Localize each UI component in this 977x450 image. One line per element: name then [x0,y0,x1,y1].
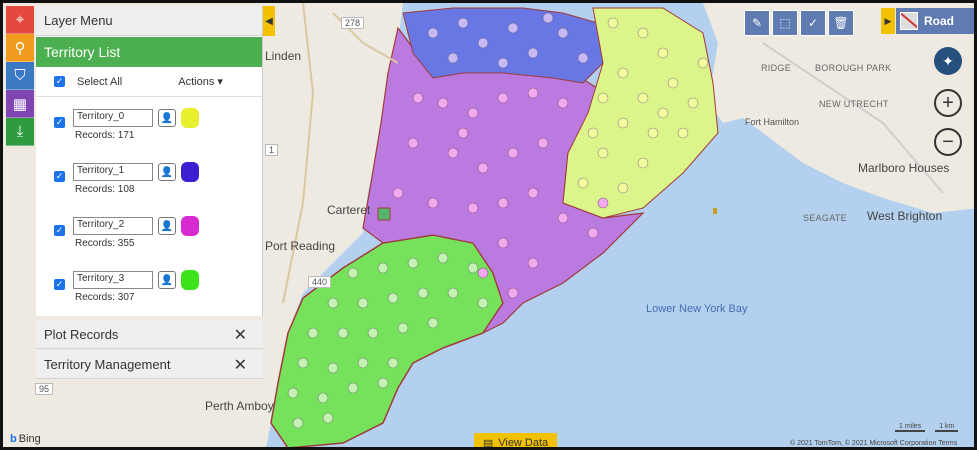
layers-icon[interactable]: ▦ [6,90,34,118]
caret-down-icon: ▾ [217,76,223,88]
map-label-new-utrecht: NEW UTRECHT [819,99,889,109]
pins-territory-1 [427,12,589,69]
map-label-port-reading: Port Reading [265,239,336,253]
draw-territory-icon[interactable]: ✎ [744,10,770,36]
plot-records-section[interactable]: Plot Records ✕ [36,320,263,349]
territory-name-input[interactable]: Territory_3 [73,271,153,289]
bing-icon: b [10,433,17,445]
territory-list-title: Territory List [44,44,121,60]
map-label-carteret: Carteret [327,203,371,217]
territory-list: ✓ Territory_0 Records: 171 👤 ✓ Territory… [36,97,262,317]
view-data-label: View Data [498,437,549,449]
select-all-row: ✓ Select All Actions ▾ [36,67,262,97]
territory-color-swatch[interactable] [181,216,199,236]
territory-name-input[interactable]: Territory_2 [73,217,153,235]
map-label-fort-hamilton: Fort Hamilton [745,117,800,127]
user-icon[interactable]: 👤 [158,271,176,289]
territory-records: Records: 108 [75,184,135,195]
map-scale: 1 miles 1 km [895,423,959,432]
territory-row: ✓ Territory_2 Records: 355 👤 [36,205,262,259]
map-label-hwy-95: 95 [35,383,54,395]
close-icon[interactable]: ✕ [233,327,247,344]
territory-records: Records: 171 [75,130,135,141]
collapse-panel-button[interactable]: ◀ [263,6,275,36]
territory-checkbox[interactable]: ✓ [54,279,65,290]
user-icon[interactable]: 👤 [158,109,176,127]
territory-row: ✓ Territory_3 Records: 307 👤 [36,259,262,313]
chevron-left-icon: ◀ [265,15,273,27]
user-icon[interactable]: 👤 [158,163,176,181]
map-label-hwy-278: 278 [341,17,365,29]
download-icon[interactable]: ⤓ [6,118,34,146]
territory-row: ✓ Territory_0 Records: 171 👤 [36,97,262,151]
map-style-toggle[interactable]: ▶ [881,8,895,34]
map-label-ridge: RIDGE [761,63,792,73]
layer-menu-title: Layer Menu [44,13,113,28]
location-pin-icon[interactable]: ⌖ [6,6,34,34]
territory-checkbox[interactable]: ✓ [54,171,65,182]
pins-territory-3 [287,252,489,429]
pins-territory-0 [577,17,709,194]
road-map-icon [900,12,918,30]
plot-records-title: Plot Records [44,326,119,342]
map-label-hwy-440: 440 [308,276,332,288]
user-icon[interactable]: 👤 [158,217,176,235]
map-label-linden: Linden [265,49,302,63]
map-label-lower-bay: Lower New York Bay [646,303,748,315]
edit-shape-icon[interactable]: ✓ [800,10,826,36]
territory-checkbox[interactable]: ✓ [54,117,65,128]
territory-0-area [562,7,719,219]
select-area-icon[interactable]: ⬚ [772,10,798,36]
map-label-perth-amboy: Perth Amboy [205,399,274,413]
map-label-west-brighton: West Brighton [867,209,943,223]
pins-territory-2 [392,87,609,299]
territory-records: Records: 355 [75,238,135,249]
scale-miles: 1 miles [895,423,926,432]
territory-management-section[interactable]: Territory Management ✕ [36,350,263,379]
bing-logo: b Bing [10,433,41,445]
territory-checkbox[interactable]: ✓ [54,225,65,236]
territory-name-input[interactable]: Territory_1 [73,163,153,181]
territory-color-swatch[interactable] [181,162,199,182]
zoom-out-button[interactable]: − [934,128,962,156]
territory-name-input[interactable]: Territory_0 [73,109,153,127]
road-label: Road [924,14,954,28]
territory-list-header[interactable]: Territory List [36,37,262,67]
left-rail: ⌖ ⚲ ⛉ ▦ ⤓ [6,6,34,146]
territory-color-swatch[interactable] [181,270,199,290]
select-all-checkbox[interactable]: ✓ [54,76,65,87]
map-label-borough-park: BOROUGH PARK [815,63,892,73]
compass-icon[interactable]: ✦ [934,47,962,75]
territory-records: Records: 307 [75,292,135,303]
view-data-button[interactable]: ▤ View Data [474,433,557,450]
map-label-marlboro-houses: Marlboro Houses [858,161,950,175]
actions-dropdown[interactable]: Actions ▾ [178,76,223,88]
zoom-in-button[interactable]: + [934,89,962,117]
grid-icon: ▤ [482,437,494,450]
territory-row: ✓ Territory_1 Records: 108 👤 [36,151,262,205]
layer-menu-header[interactable]: Layer Menu [36,6,262,36]
route-icon[interactable]: ⚲ [6,34,34,62]
territory-map-icon[interactable]: ⛉ [6,62,34,90]
close-icon[interactable]: ✕ [233,357,247,374]
territory-1-area [402,7,604,84]
drawing-toolbar: ✎ ⬚ ✓ 🗑 [744,10,854,36]
territory-color-swatch[interactable] [181,108,199,128]
chevron-right-icon: ▶ [884,15,892,26]
trash-icon[interactable]: 🗑 [828,10,854,36]
layer-menu-panel: Layer Menu Territory List ✓ Select All A… [36,6,263,316]
brooklyn-land [703,3,974,213]
territory-management-title: Territory Management [44,356,171,372]
scale-km: 1 km [935,423,959,432]
select-all-label: Select All [77,75,123,88]
map-style-road-button[interactable]: Road [896,8,974,34]
map-copyright: © 2021 TomTom, © 2021 Microsoft Corporat… [790,440,958,447]
map-label-hwy-1: 1 [265,144,279,156]
map-label-seagate: SEAGATE [803,213,847,223]
